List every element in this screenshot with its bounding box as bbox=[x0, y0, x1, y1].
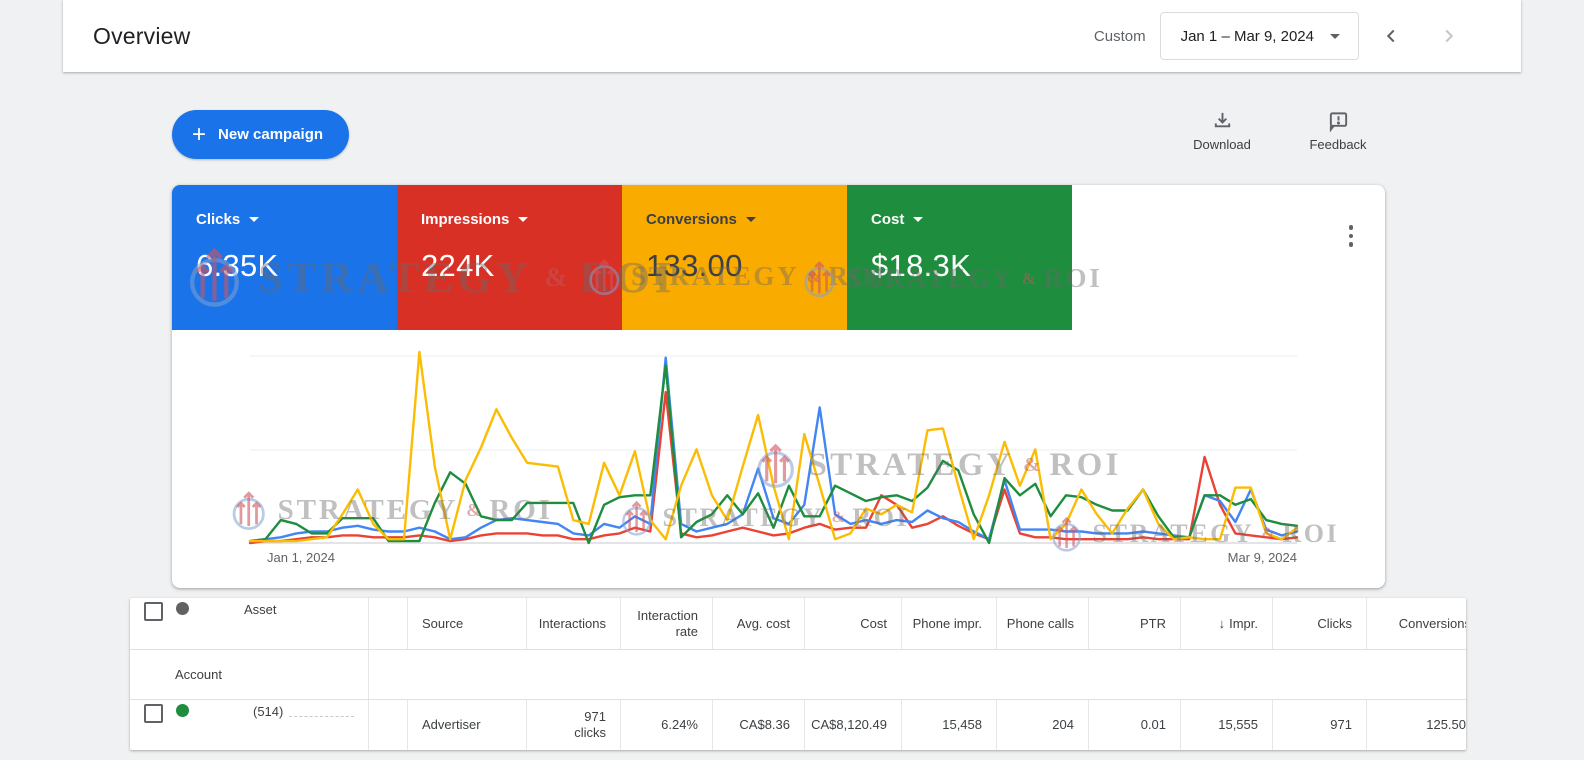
column-header-asset[interactable]: Asset bbox=[244, 602, 277, 617]
scorecard-value: 224K bbox=[421, 248, 495, 283]
column-header-conversions[interactable]: Conversions bbox=[1367, 598, 1466, 650]
chevron-down-icon bbox=[1330, 33, 1340, 39]
next-period-button[interactable] bbox=[1429, 16, 1469, 56]
scorecard-value: 6.35K bbox=[196, 248, 279, 283]
plus-icon: + bbox=[192, 120, 207, 148]
cell-interaction-rate: 6.24% bbox=[621, 700, 713, 750]
status-dot-icon bbox=[176, 602, 189, 615]
overview-chart-card: Clicks 6.35K Impressions 224K Conversion… bbox=[172, 185, 1385, 588]
cell-impr: 15,555 bbox=[1181, 700, 1273, 750]
assets-table: Asset Source Interactions Interaction ra… bbox=[130, 598, 1466, 750]
sort-descending-icon: ↓ bbox=[1218, 615, 1226, 631]
table-group-row: Account bbox=[130, 650, 1466, 700]
x-axis-start-label: Jan 1, 2024 bbox=[267, 550, 335, 565]
column-header-phone-impr[interactable]: Phone impr. bbox=[902, 598, 997, 650]
series-line-conversions bbox=[248, 350, 1299, 543]
chevron-down-icon bbox=[745, 217, 756, 222]
top-bar: Overview Custom Jan 1 – Mar 9, 2024 bbox=[63, 0, 1521, 72]
new-campaign-label: New campaign bbox=[218, 126, 324, 143]
scorecard-label: Clicks bbox=[196, 211, 241, 228]
date-range-selector[interactable]: Jan 1 – Mar 9, 2024 bbox=[1159, 12, 1359, 60]
column-header-impr[interactable]: ↓ Impr. bbox=[1181, 598, 1273, 650]
date-range-value: Jan 1 – Mar 9, 2024 bbox=[1180, 27, 1314, 45]
cell-avg-cost: CA$8.36 bbox=[713, 700, 805, 750]
previous-period-button[interactable] bbox=[1371, 16, 1411, 56]
column-header-ptr[interactable]: PTR bbox=[1089, 598, 1181, 650]
x-axis-end-label: Mar 9, 2024 bbox=[1227, 550, 1297, 565]
cell-ptr: 0.01 bbox=[1089, 700, 1181, 750]
feedback-icon bbox=[1329, 112, 1347, 133]
column-header-empty bbox=[369, 598, 408, 650]
trend-chart bbox=[248, 350, 1299, 545]
scorecard-label: Conversions bbox=[646, 211, 737, 228]
column-header-avg-cost[interactable]: Avg. cost bbox=[713, 598, 805, 650]
date-range-type-label: Custom bbox=[1093, 27, 1146, 45]
cell-phone-calls: 204 bbox=[997, 700, 1089, 750]
chevron-left-icon bbox=[1386, 29, 1395, 43]
page-title: Overview bbox=[93, 22, 191, 49]
scorecard-label: Cost bbox=[871, 211, 905, 228]
download-icon bbox=[1214, 112, 1230, 128]
more-options-button[interactable] bbox=[1345, 221, 1358, 251]
select-all-checkbox[interactable] bbox=[144, 602, 163, 621]
chevron-right-icon bbox=[1445, 29, 1454, 43]
status-enabled-icon bbox=[176, 704, 189, 717]
scorecard-clicks[interactable]: Clicks 6.35K bbox=[172, 185, 397, 330]
chevron-down-icon bbox=[518, 217, 529, 222]
scorecard-cost[interactable]: Cost $18.3K bbox=[847, 185, 1072, 330]
chevron-down-icon bbox=[913, 217, 924, 222]
cell-clicks: 971 bbox=[1273, 700, 1367, 750]
cell-phone-impr: 15,458 bbox=[902, 700, 997, 750]
feedback-button[interactable]: Feedback bbox=[1283, 110, 1393, 152]
column-header-interactions[interactable]: Interactions bbox=[527, 598, 621, 650]
column-header-phone-calls[interactable]: Phone calls bbox=[997, 598, 1089, 650]
cell-source: Advertiser bbox=[408, 700, 527, 750]
column-header-cost[interactable]: Cost bbox=[805, 598, 902, 650]
cell-conversions: 125.50 bbox=[1426, 717, 1466, 732]
redacted-asset-text bbox=[289, 704, 354, 717]
table-header-row: Asset Source Interactions Interaction ra… bbox=[130, 598, 1466, 650]
scorecard-label: Impressions bbox=[421, 211, 510, 228]
group-row-label: Account bbox=[130, 650, 369, 700]
scorecard-value: 133.00 bbox=[646, 248, 743, 283]
scorecard-value: $18.3K bbox=[871, 248, 972, 283]
download-button[interactable]: Download bbox=[1167, 110, 1277, 152]
cell-interactions: 971 clicks bbox=[527, 700, 621, 750]
row-checkbox[interactable] bbox=[144, 704, 163, 723]
column-header-clicks[interactable]: Clicks bbox=[1273, 598, 1367, 650]
scorecard-row: Clicks 6.35K Impressions 224K Conversion… bbox=[172, 185, 1385, 330]
scorecard-impressions[interactable]: Impressions 224K bbox=[397, 185, 622, 330]
asset-name[interactable]: (514) bbox=[253, 704, 284, 719]
feedback-label: Feedback bbox=[1309, 137, 1367, 152]
column-header-interaction-rate[interactable]: Interaction rate bbox=[621, 598, 713, 650]
chevron-down-icon bbox=[249, 217, 260, 222]
series-line-cost bbox=[248, 364, 1299, 545]
cell-cost: CA$8,120.49 bbox=[805, 700, 902, 750]
download-label: Download bbox=[1193, 137, 1251, 152]
column-header-source[interactable]: Source bbox=[408, 598, 527, 650]
table-row: (514) Advertiser 971 clicks 6.24% CA$8.3… bbox=[130, 700, 1466, 750]
new-campaign-button[interactable]: + New campaign bbox=[172, 110, 350, 159]
scorecard-conversions[interactable]: Conversions 133.00 bbox=[622, 185, 847, 330]
series-line-impressions bbox=[248, 390, 1299, 545]
